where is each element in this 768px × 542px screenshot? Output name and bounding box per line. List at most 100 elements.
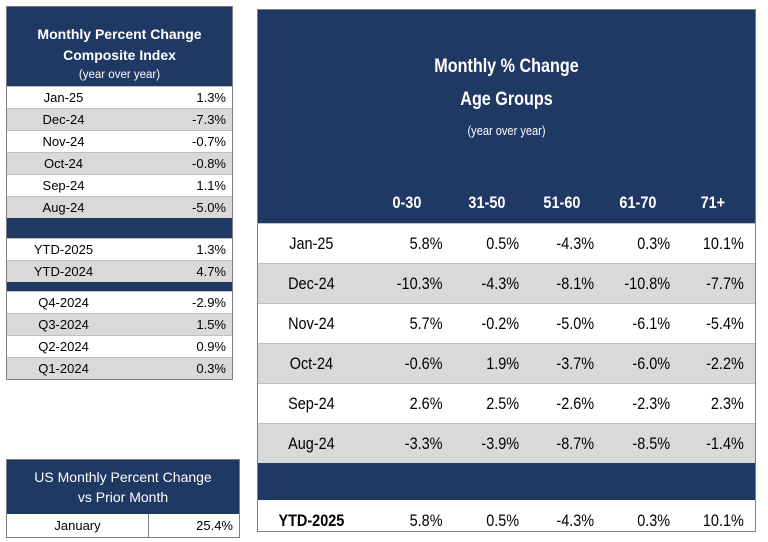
us-monthly-change-box: US Monthly Percent Change vs Prior Month… bbox=[6, 459, 240, 538]
us-monthly-header: US Monthly Percent Change vs Prior Month bbox=[7, 460, 239, 514]
cell-value: 5.8% bbox=[409, 511, 443, 530]
cell-value: -6.0% bbox=[632, 353, 671, 373]
age-group-table: Monthly % Change Age Groups (year over y… bbox=[257, 9, 756, 532]
age-group-subtitle: (year over year) bbox=[467, 123, 546, 138]
row-value: -7.3% bbox=[192, 112, 226, 127]
column-header: 51-60 bbox=[543, 193, 581, 212]
cell-value: -8.7% bbox=[556, 433, 595, 453]
row-value: -0.7% bbox=[192, 134, 226, 149]
row-label: Sep-24 bbox=[42, 178, 85, 193]
cell-value: 2.5% bbox=[485, 393, 519, 413]
row-label: Aug-24 bbox=[288, 433, 335, 453]
cell-value: 1.9% bbox=[485, 353, 519, 373]
row-value: -5.0% bbox=[192, 200, 226, 215]
row-value: 0.3% bbox=[196, 361, 226, 376]
row-label: Aug-24 bbox=[42, 200, 85, 215]
cell-value: 0.3% bbox=[637, 511, 671, 530]
row-value: 25.4% bbox=[196, 518, 233, 533]
composite-subtitle: (year over year) bbox=[78, 69, 161, 81]
cell-value: 10.1% bbox=[703, 511, 744, 530]
age-row: Sep-24 2.6% 2.5% -2.6% -2.3% 2.3% bbox=[258, 383, 755, 423]
row-label: Dec-24 bbox=[288, 273, 335, 293]
age-group-title-line2: Age Groups bbox=[460, 89, 553, 110]
cell-value: 10.1% bbox=[703, 233, 744, 253]
cell-value: 2.3% bbox=[711, 393, 744, 413]
cell-value: -2.2% bbox=[706, 353, 744, 373]
row-label: YTD-2025 bbox=[278, 511, 345, 530]
cell-value: -8.5% bbox=[632, 433, 671, 453]
composite-row: Aug-24 -5.0% bbox=[7, 196, 232, 218]
row-label: January bbox=[7, 514, 149, 537]
composite-title-line2: Composite Index bbox=[63, 47, 176, 63]
age-row: Aug-24 -3.3% -3.9% -8.7% -8.5% -1.4% bbox=[258, 423, 755, 463]
age-row: Dec-24 -10.3% -4.3% -8.1% -10.8% -7.7% bbox=[258, 263, 755, 303]
row-value: 1.5% bbox=[196, 317, 226, 332]
composite-title-line1: Monthly Percent Change bbox=[37, 26, 202, 42]
column-headers: 0-30 31-50 51-60 61-70 71+ bbox=[258, 183, 755, 223]
row-label: Oct-24 bbox=[289, 353, 334, 373]
composite-header: Monthly Percent Change Composite Index (… bbox=[7, 7, 232, 86]
column-header: 61-70 bbox=[619, 193, 657, 212]
age-row: Jan-25 5.8% 0.5% -4.3% 0.3% 10.1% bbox=[258, 223, 755, 263]
row-label: YTD-2025 bbox=[33, 242, 94, 257]
row-label: Jan-25 bbox=[289, 233, 334, 253]
cell-value: -8.1% bbox=[556, 273, 595, 293]
composite-index-table: Monthly Percent Change Composite Index (… bbox=[6, 6, 233, 380]
composite-row: Oct-24 -0.8% bbox=[7, 152, 232, 174]
cell-value: 0.5% bbox=[485, 511, 519, 530]
us-monthly-row: January 25.4% bbox=[7, 514, 239, 537]
age-group-title-line1: Monthly % Change bbox=[434, 56, 579, 77]
cell-value: -10.8% bbox=[624, 273, 671, 293]
composite-row: Dec-24 -7.3% bbox=[7, 108, 232, 130]
row-label: Q4-2024 bbox=[38, 295, 89, 310]
row-value: 1.3% bbox=[196, 242, 226, 257]
cell-value: 5.7% bbox=[409, 313, 443, 333]
age-group-header: Monthly % Change Age Groups (year over y… bbox=[258, 10, 755, 223]
cell-value: -4.3% bbox=[481, 273, 519, 293]
cell-value: -5.4% bbox=[706, 313, 744, 333]
cell-value: -4.3% bbox=[556, 233, 595, 253]
composite-row: Sep-24 1.1% bbox=[7, 174, 232, 196]
cell-value: -1.4% bbox=[706, 433, 744, 453]
row-label: Jan-25 bbox=[43, 90, 84, 105]
row-label: Dec-24 bbox=[42, 112, 85, 127]
row-value: -0.8% bbox=[192, 156, 226, 171]
section-divider bbox=[7, 218, 232, 238]
row-label: Q1-2024 bbox=[38, 361, 89, 376]
composite-ytd-row: YTD-2025 1.3% bbox=[7, 238, 232, 260]
age-row: Nov-24 5.7% -0.2% -5.0% -6.1% -5.4% bbox=[258, 303, 755, 343]
age-row: Oct-24 -0.6% 1.9% -3.7% -6.0% -2.2% bbox=[258, 343, 755, 383]
age-group-title: Monthly % Change Age Groups (year over y… bbox=[258, 50, 755, 146]
composite-ytd-row: YTD-2024 4.7% bbox=[7, 260, 232, 282]
row-value: 1.3% bbox=[196, 90, 226, 105]
cell-value: -2.3% bbox=[632, 393, 671, 413]
composite-quarter-row: Q2-2024 0.9% bbox=[7, 335, 232, 357]
row-label: Nov-24 bbox=[42, 134, 85, 149]
cell-value: -4.3% bbox=[556, 511, 595, 530]
row-label: Sep-24 bbox=[288, 393, 335, 413]
age-ytd-row: YTD-2025 5.8% 0.5% -4.3% 0.3% 10.1% bbox=[258, 500, 755, 542]
us-monthly-title-line2: vs Prior Month bbox=[77, 489, 169, 505]
cell-value: -6.1% bbox=[632, 313, 671, 333]
row-label: YTD-2024 bbox=[33, 264, 94, 279]
row-value: 4.7% bbox=[196, 264, 226, 279]
column-header: 31-50 bbox=[468, 193, 506, 212]
cell-value: -10.3% bbox=[396, 273, 443, 293]
column-header: 71+ bbox=[700, 193, 726, 212]
row-label: Q2-2024 bbox=[38, 339, 89, 354]
cell-value: 5.8% bbox=[409, 233, 443, 253]
cell-value: -3.9% bbox=[481, 433, 519, 453]
cell-value: -3.3% bbox=[404, 433, 443, 453]
cell-value: -7.7% bbox=[706, 273, 744, 293]
row-label: Q3-2024 bbox=[38, 317, 89, 332]
composite-row: Jan-25 1.3% bbox=[7, 86, 232, 108]
composite-quarter-row: Q1-2024 0.3% bbox=[7, 357, 232, 379]
composite-row: Nov-24 -0.7% bbox=[7, 130, 232, 152]
cell-value: -3.7% bbox=[556, 353, 595, 373]
cell-value: -5.0% bbox=[556, 313, 595, 333]
row-label: Nov-24 bbox=[288, 313, 335, 333]
row-value: 0.9% bbox=[196, 339, 226, 354]
row-value: -2.9% bbox=[192, 295, 226, 310]
cell-value: -0.6% bbox=[404, 353, 443, 373]
composite-quarter-row: Q4-2024 -2.9% bbox=[7, 291, 232, 313]
